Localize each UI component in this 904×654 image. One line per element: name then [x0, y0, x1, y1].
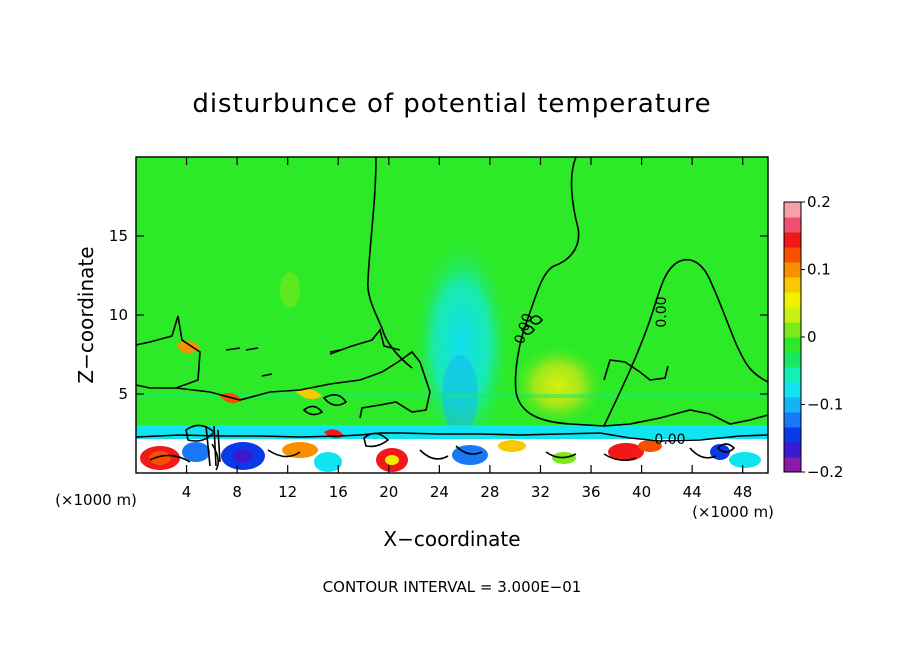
colorbar-swatch [784, 322, 801, 338]
colorbar-swatch [784, 442, 801, 458]
x-tick-label: 4 [182, 483, 192, 501]
colorbar-swatch [784, 232, 801, 248]
contour-interval-note: CONTOUR INTERVAL = 3.000E−01 [323, 578, 582, 596]
x-tick-label: 32 [531, 483, 550, 501]
colorbar-swatch [784, 337, 801, 353]
colorbar-frame [783, 201, 802, 473]
x-tick-label: 20 [379, 483, 398, 501]
colorbar-label: 0 [807, 328, 817, 346]
colorbar-swatch [784, 382, 801, 398]
colorbar-swatch [784, 202, 801, 218]
x-tick-label: 28 [480, 483, 499, 501]
x-tick-label: 48 [733, 483, 752, 501]
x-tick-label: 12 [278, 483, 297, 501]
colorbar-swatch [784, 457, 801, 473]
colorbar-swatch [784, 352, 801, 368]
colorbar-swatch [784, 247, 801, 263]
contour-label-3: 0.00 [654, 432, 685, 448]
colorbar-swatch [784, 217, 801, 233]
colorbar-swatch [784, 397, 801, 413]
cyan-band [136, 425, 768, 439]
colorbar-swatch [784, 262, 801, 278]
y-tick-label: 10 [109, 306, 128, 324]
x-unit-right: (×1000 m) [692, 503, 774, 521]
cyan-band-light [136, 394, 768, 398]
colorbar-label: −0.2 [807, 463, 843, 481]
positive-anomaly-region [510, 343, 606, 427]
y-axis-label: Z−coordinate [74, 246, 98, 383]
x-tick-label: 44 [683, 483, 702, 501]
colorbar-label: −0.1 [807, 396, 843, 414]
chart-title: disturbunce of potential temperature [192, 89, 711, 119]
contour-label-1: 0.00 [654, 296, 670, 327]
contour-lines [136, 157, 768, 471]
y-tick-label: 15 [109, 227, 128, 245]
colorbar [784, 202, 801, 473]
y-axis-ticks: 5 10 15 [109, 227, 768, 403]
x-tick-label: 40 [632, 483, 651, 501]
positive-anomaly-light [280, 272, 300, 308]
colorbar-swatch [784, 307, 801, 323]
colorbar-labels: 0.2 0.1 0 −0.1 −0.2 [801, 193, 843, 481]
surface-turbulence [140, 440, 761, 472]
y-tick-label: 5 [118, 385, 128, 403]
colorbar-label: 0.2 [807, 193, 831, 211]
x-unit-left: (×1000 m) [55, 491, 137, 509]
x-axis-label: X−coordinate [383, 527, 520, 551]
colorbar-swatch [784, 427, 801, 443]
colorbar-swatch [784, 412, 801, 428]
colorbar-swatch [784, 367, 801, 383]
colorbar-swatch [784, 292, 801, 308]
x-tick-label: 16 [329, 483, 348, 501]
x-tick-label: 36 [581, 483, 600, 501]
plot-area: 0.00 0.00 0.00 [136, 157, 768, 473]
negative-anomaly-region [412, 235, 512, 455]
colorbar-swatch [784, 277, 801, 293]
colorbar-label: 0.1 [807, 261, 831, 279]
x-tick-label: 8 [232, 483, 242, 501]
x-axis-ticks: 4 8 12 16 20 24 28 32 36 40 44 48 [182, 157, 752, 501]
x-tick-label: 24 [430, 483, 449, 501]
